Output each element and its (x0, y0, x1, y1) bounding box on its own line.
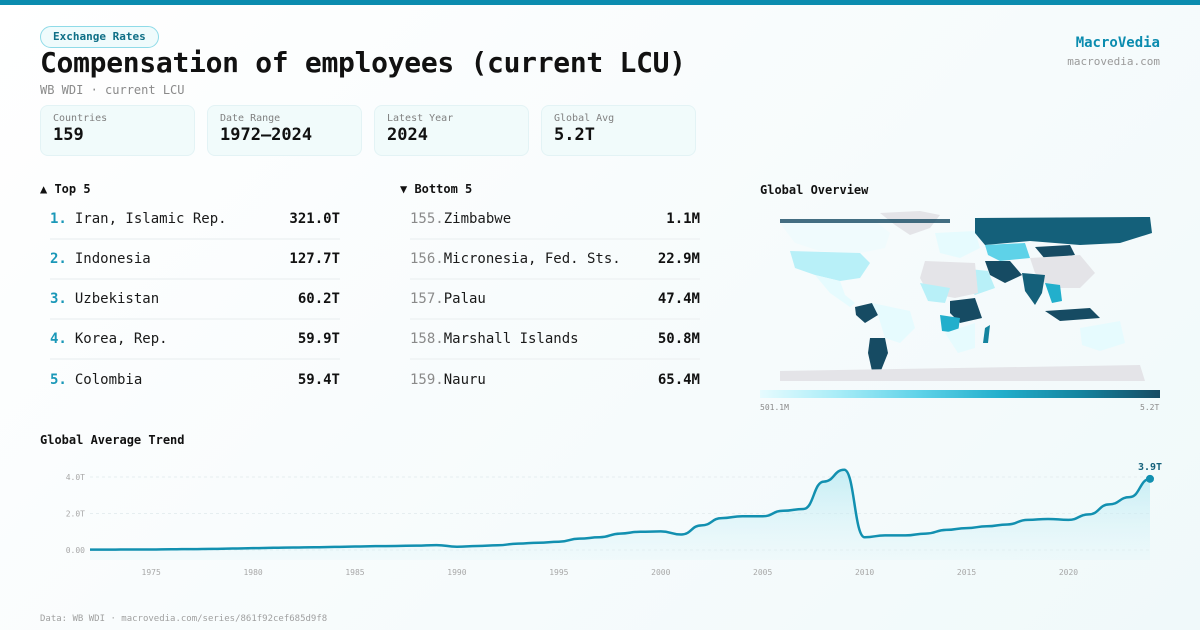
country-value: 47.4M (657, 291, 700, 307)
country-value: 59.9T (297, 331, 340, 347)
bottom-5-list: ▼ Bottom 5 155. Zimbabwe 1.1M 156. Micro… (400, 180, 700, 400)
svg-text:1985: 1985 (345, 568, 364, 577)
list-item[interactable]: 5. Colombia 59.4T (50, 360, 340, 400)
rank: 158. (410, 331, 444, 347)
country-name: Indonesia (74, 251, 151, 267)
list-item[interactable]: 2. Indonesia 127.7T (50, 240, 340, 280)
country-name: Marshall Islands (443, 331, 579, 347)
svg-text:2000: 2000 (651, 568, 670, 577)
category-badge[interactable]: Exchange Rates (40, 26, 159, 48)
country-value: 22.9M (657, 251, 700, 267)
stat-label: Countries (53, 113, 108, 124)
svg-text:2010: 2010 (855, 568, 874, 577)
country-value: 50.8M (657, 331, 700, 347)
list-item[interactable]: 1. Iran, Islamic Rep. 321.0T (50, 200, 340, 240)
country-name: Uzbekistan (74, 291, 160, 307)
list-item[interactable]: 157. Palau 47.4M (410, 280, 700, 320)
svg-text:0.00: 0.00 (66, 546, 85, 555)
rank: 156. (410, 251, 444, 267)
svg-text:1995: 1995 (549, 568, 568, 577)
stat-value: 5.2T (554, 125, 595, 145)
svg-text:2005: 2005 (753, 568, 772, 577)
top-5-list: ▲ Top 5 1. Iran, Islamic Rep. 321.0T 2. … (40, 180, 340, 400)
country-name: Micronesia, Fed. Sts. (443, 251, 621, 267)
trend-area (90, 469, 1150, 560)
list-item[interactable]: 3. Uzbekistan 60.2T (50, 280, 340, 320)
list-item[interactable]: 155. Zimbabwe 1.1M (410, 200, 700, 240)
list-item[interactable]: 158. Marshall Islands 50.8M (410, 320, 700, 360)
footer-source: Data: WB WDI · macrovedia.com/series/861… (40, 614, 328, 624)
country-name: Palau (443, 291, 486, 307)
country-name: Nauru (443, 372, 486, 388)
country-name: Zimbabwe (443, 211, 512, 227)
rank: 2. (50, 251, 67, 267)
list-item[interactable]: 159. Nauru 65.4M (410, 360, 700, 400)
country-name: Iran, Islamic Rep. (74, 211, 227, 227)
country-name: Korea, Rep. (74, 331, 168, 347)
stats-row: Countries 159 Date Range 1972–2024 Lates… (40, 105, 696, 156)
country-value: 127.7T (289, 251, 340, 267)
world-choropleth-map[interactable] (760, 203, 1160, 383)
stat-card-date-range: Date Range 1972–2024 (207, 105, 362, 156)
svg-text:2020: 2020 (1059, 568, 1078, 577)
list-item[interactable]: 4. Korea, Rep. 59.9T (50, 320, 340, 360)
last-point-marker[interactable] (1146, 474, 1154, 483)
stat-value: 159 (53, 125, 84, 145)
country-value: 65.4M (657, 372, 700, 388)
svg-text:1980: 1980 (243, 568, 262, 577)
stat-value: 1972–2024 (220, 125, 313, 145)
trend-title: Global Average Trend (40, 433, 185, 447)
top-accent-bar (0, 0, 1200, 5)
country-value: 60.2T (297, 291, 340, 307)
svg-text:2.0T: 2.0T (66, 510, 85, 519)
country-value: 321.0T (289, 211, 340, 227)
page-title: Compensation of employees (current LCU) (40, 46, 686, 79)
rank: 157. (410, 291, 444, 307)
svg-text:1975: 1975 (142, 568, 161, 577)
rank: 3. (50, 291, 67, 307)
legend-max-label: 5.2T (1140, 403, 1160, 412)
stat-value: 2024 (387, 125, 428, 145)
map-title: Global Overview (760, 183, 869, 197)
country-name: Colombia (74, 372, 143, 388)
page-subtitle: WB WDI · current LCU (40, 83, 185, 97)
rank: 1. (50, 211, 67, 227)
stat-card-latest-year: Latest Year 2024 (374, 105, 529, 156)
rank: 4. (50, 331, 67, 347)
country-value: 1.1M (666, 211, 700, 227)
trend-line (90, 468, 1151, 551)
stat-label: Global Avg (554, 113, 615, 124)
rank: 155. (410, 211, 444, 227)
stat-label: Date Range (220, 113, 281, 124)
stat-label: Latest Year (387, 113, 454, 124)
rank: 5. (50, 372, 67, 388)
top-5-heading: ▲ Top 5 (40, 182, 91, 196)
svg-text:4.0T: 4.0T (66, 473, 85, 482)
stat-card-countries: Countries 159 (40, 105, 195, 156)
rank: 159. (410, 372, 444, 388)
bottom-5-heading: ▼ Bottom 5 (400, 182, 473, 196)
global-average-trend-chart[interactable]: 0.00 2.0T 4.0T 1975 1980 1985 1990 1995 2000 200… (40, 450, 1180, 585)
svg-text:1990: 1990 (447, 568, 466, 577)
svg-text:2015: 2015 (957, 568, 976, 577)
stat-card-global-avg: Global Avg 5.2T (541, 105, 696, 156)
list-item[interactable]: 156. Micronesia, Fed. Sts. 22.9M (410, 240, 700, 280)
x-axis-ticks: 1975 1980 1985 1990 1995 2000 2005 2010 2015 2020 (142, 568, 1079, 577)
country-value: 59.4T (297, 372, 340, 388)
legend-min-label: 501.1M (760, 403, 789, 412)
brand: MacroVedia macrovedia.com (1067, 35, 1160, 68)
brand-name[interactable]: MacroVedia (1075, 35, 1160, 51)
brand-url[interactable]: macrovedia.com (1067, 55, 1160, 68)
last-point-label: 3.9T (1138, 462, 1162, 473)
y-axis-ticks: 0.00 2.0T 4.0T (66, 473, 85, 555)
map-legend-scale (760, 390, 1160, 398)
